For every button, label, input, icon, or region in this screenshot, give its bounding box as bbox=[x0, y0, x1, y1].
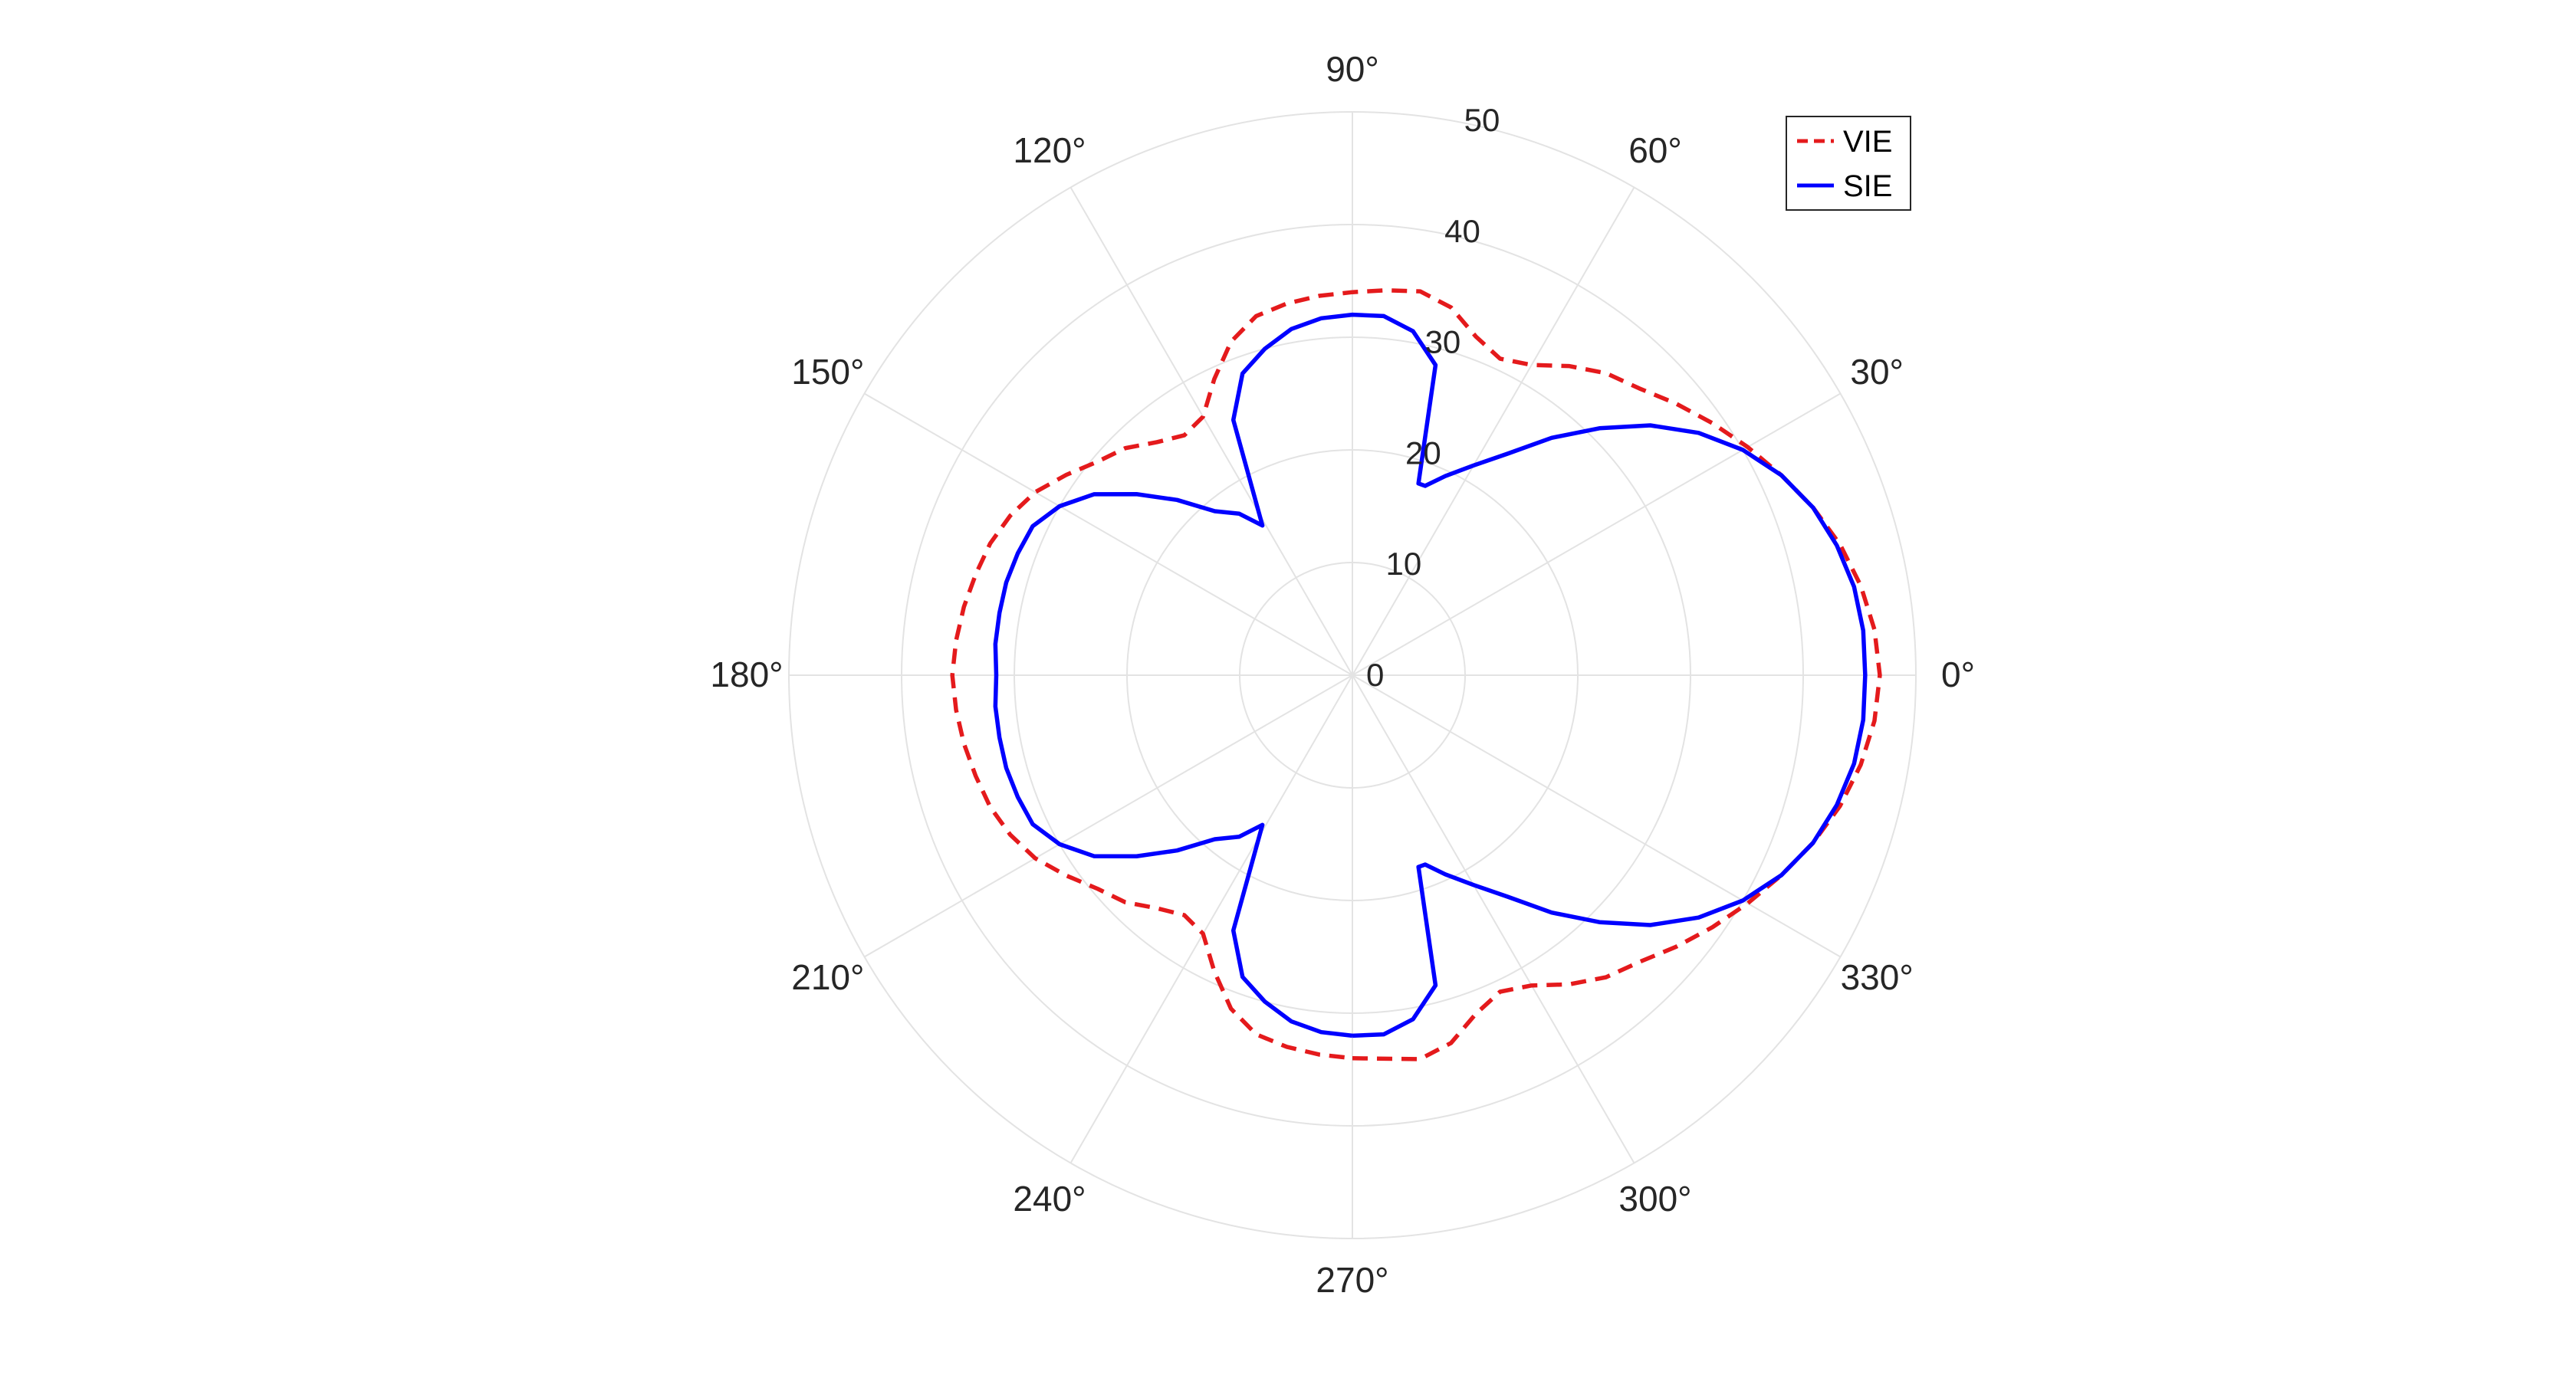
legend-box bbox=[1786, 116, 1911, 211]
r-tick-label: 20 bbox=[1405, 435, 1441, 471]
grid-spoke bbox=[1352, 674, 1635, 1164]
grid-ring bbox=[788, 111, 1917, 1239]
polar-grid bbox=[788, 111, 1917, 1239]
theta-tick-label: 180° bbox=[710, 655, 783, 694]
radial-tick-labels: 0 10 20 30 40 50 bbox=[1366, 102, 1500, 693]
legend-label-sie: SIE bbox=[1843, 169, 1892, 203]
theta-tick-label: 330° bbox=[1841, 957, 1914, 997]
r-tick-label: 50 bbox=[1464, 102, 1500, 138]
r-tick-label: 0 bbox=[1366, 657, 1384, 693]
theta-tick-label: 150° bbox=[791, 352, 864, 392]
grid-spoke bbox=[1352, 392, 1842, 676]
r-tick-label: 30 bbox=[1425, 324, 1461, 360]
theta-tick-label: 300° bbox=[1618, 1179, 1691, 1219]
grid-ring bbox=[901, 224, 1804, 1127]
theta-tick-label: 0° bbox=[1941, 655, 1975, 694]
legend-label-vie: VIE bbox=[1843, 125, 1892, 159]
r-tick-label: 40 bbox=[1444, 213, 1480, 249]
grid-spoke bbox=[1070, 674, 1353, 1164]
legend: VIE SIE bbox=[1786, 116, 1911, 211]
grid-spoke bbox=[863, 674, 1353, 958]
theta-tick-label: 120° bbox=[1013, 130, 1086, 170]
theta-tick-label: 30° bbox=[1850, 352, 1904, 392]
theta-tick-label: 210° bbox=[791, 957, 864, 997]
grid-spoke bbox=[1352, 186, 1635, 676]
theta-tick-label: 240° bbox=[1013, 1179, 1086, 1219]
grid-spoke bbox=[863, 392, 1353, 676]
series-line-sie bbox=[993, 312, 1868, 1038]
theta-tick-label: 60° bbox=[1628, 130, 1682, 170]
grid-spoke bbox=[1070, 186, 1353, 676]
grid-ring bbox=[1239, 562, 1466, 789]
grid-ring bbox=[1014, 336, 1691, 1014]
theta-tick-label: 270° bbox=[1316, 1260, 1388, 1300]
series-group bbox=[950, 287, 1882, 1061]
grid-spoke bbox=[1352, 674, 1842, 958]
r-tick-label: 10 bbox=[1386, 546, 1422, 582]
theta-tick-label: 90° bbox=[1326, 49, 1379, 89]
angle-tick-labels: 0° 30° 60° 90° 120° 150° 180° 210° 240° 270° 300° 3… bbox=[710, 49, 1975, 1300]
grid-ring bbox=[1126, 449, 1579, 901]
